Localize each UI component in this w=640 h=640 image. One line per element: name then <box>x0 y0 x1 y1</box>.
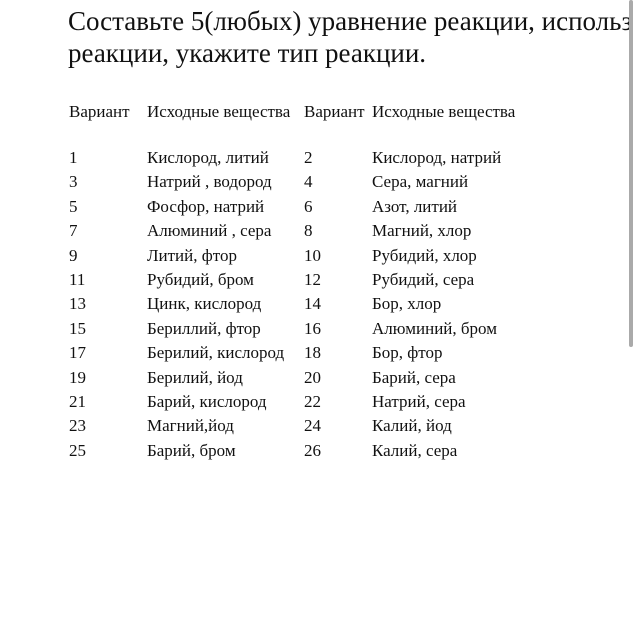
variant-number: 18 <box>304 343 321 363</box>
substances: Литий, фтор <box>147 245 237 265</box>
substances: Азот, литий <box>372 196 458 216</box>
substances: Рубидий, сера <box>372 270 475 289</box>
substances: Кислород, литий <box>147 148 269 167</box>
variant-number: 25 <box>69 440 86 460</box>
substances: Кислород, натрий <box>372 148 502 167</box>
substances: Барий, сера <box>372 367 456 387</box>
variant-number: 1 <box>69 148 78 167</box>
variant-number: 22 <box>304 392 321 411</box>
substances: Алюминий , сера <box>147 221 272 241</box>
variant-number: 7 <box>69 221 78 241</box>
substances: Цинк, кислород <box>147 294 262 314</box>
variant-number: 15 <box>69 318 86 338</box>
substances: Бериллий, фтор <box>147 318 261 338</box>
substances: Калий, сера <box>372 440 458 460</box>
variant-number: 13 <box>69 294 86 314</box>
header-substances: Исходные вещества <box>147 102 291 121</box>
substances: Калий, йод <box>372 416 452 436</box>
scrollbar[interactable] <box>629 0 633 347</box>
variant-number: 6 <box>304 196 313 216</box>
header-substances-2: Исходные вещества <box>372 102 516 121</box>
header-variant-2: Вариант <box>304 102 365 121</box>
variant-number: 26 <box>304 440 321 460</box>
variant-number: 9 <box>69 245 78 265</box>
variant-number: 10 <box>304 245 321 265</box>
variant-number: 16 <box>304 318 321 338</box>
substances: Магний, хлор <box>372 221 472 241</box>
substances: Натрий , водород <box>147 172 272 192</box>
substances: Фосфор, натрий <box>147 196 265 216</box>
header-variant: Вариант <box>69 102 130 121</box>
substances: Рубидий, хлор <box>372 245 477 265</box>
task-text-line-1: Составьте 5(любых) уравнение реакции, ис… <box>68 6 633 36</box>
substances: Сера, магний <box>372 172 469 192</box>
variant-number: 20 <box>304 367 321 387</box>
variant-number: 11 <box>69 270 86 289</box>
substances: Натрий, сера <box>372 392 466 411</box>
substances: Барий, бром <box>147 440 236 460</box>
variant-number: 2 <box>304 148 313 167</box>
variant-number: 4 <box>304 172 313 192</box>
variant-number: 3 <box>69 172 78 192</box>
variant-number: 19 <box>69 367 86 387</box>
substances: Барий, кислород <box>147 392 267 411</box>
substances: Бор, фтор <box>372 343 443 363</box>
variant-number: 23 <box>69 416 86 436</box>
task-text: Составьте 5(любых) уравнение реакции, ис… <box>68 5 632 69</box>
variant-number: 17 <box>69 343 86 363</box>
substances: Берилий, кислород <box>147 343 285 363</box>
substances: Рубидий, бром <box>147 270 254 289</box>
variant-number: 5 <box>69 196 78 216</box>
variant-number: 12 <box>304 270 321 289</box>
variant-number: 21 <box>69 392 86 411</box>
task-text-line-2: реакции, укажите тип реакции. <box>68 38 427 68</box>
variant-number: 24 <box>304 416 321 436</box>
variant-number: 8 <box>304 221 313 241</box>
variant-number: 14 <box>304 294 321 314</box>
substances: Бор, хлор <box>372 294 442 314</box>
substances: Магний,йод <box>147 416 234 436</box>
substances: Берилий, йод <box>147 367 243 387</box>
substances: Алюминий, бром <box>372 318 497 338</box>
